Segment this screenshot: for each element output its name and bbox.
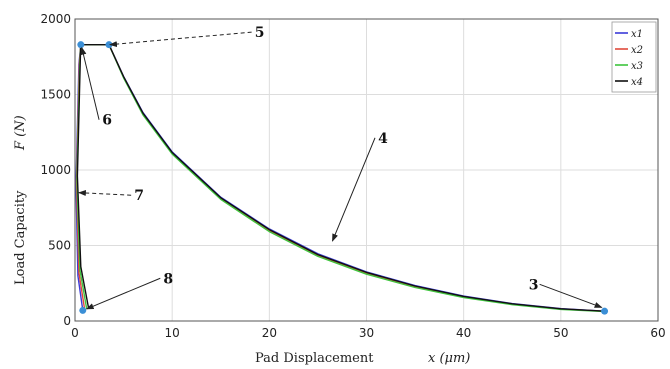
annotation-label-3: 3 bbox=[529, 277, 539, 293]
y-axis-variable: F (N) bbox=[13, 115, 28, 151]
x-tick-label: 20 bbox=[262, 326, 277, 340]
annotation-arrow-3 bbox=[539, 283, 603, 308]
marker-point bbox=[79, 306, 87, 314]
y-tick-label: 500 bbox=[48, 239, 71, 253]
x-tick-label: 30 bbox=[359, 326, 374, 340]
axes: 0 10 20 30 40 50 60 0 500 1000 1500 2000 bbox=[40, 12, 665, 340]
x-tick-label: 40 bbox=[456, 326, 471, 340]
annotations: 5 6 7 8 4 3 bbox=[77, 25, 603, 310]
annotation-label-7: 7 bbox=[134, 188, 144, 204]
x-axis-label: Pad Displacement bbox=[255, 351, 374, 366]
legend-label-x1: x1 bbox=[631, 29, 643, 40]
marker-points bbox=[77, 41, 609, 315]
x-axis-variable: x (μm) bbox=[428, 351, 470, 366]
series-lines bbox=[75, 44, 605, 313]
legend-label-x4: x4 bbox=[631, 77, 643, 88]
annotation-arrow-4 bbox=[332, 137, 376, 242]
legend: x1 x2 x3 x4 bbox=[611, 21, 657, 93]
x-tick-label: 50 bbox=[553, 326, 568, 340]
annotation-label-4: 4 bbox=[378, 131, 388, 147]
x-tick-label: 10 bbox=[165, 326, 180, 340]
annotation-arrow-6 bbox=[80, 46, 100, 120]
annotation-label-5: 5 bbox=[255, 25, 265, 41]
series-line-x1 bbox=[75, 44, 605, 312]
legend-label-x3: x3 bbox=[631, 61, 643, 72]
y-tick-label: 0 bbox=[63, 314, 71, 328]
series-line-x3 bbox=[76, 44, 605, 313]
annotation-arrow-8 bbox=[85, 277, 161, 310]
annotation-arrow-7 bbox=[77, 189, 132, 196]
marker-point bbox=[601, 307, 609, 315]
annotation-arrow-5 bbox=[108, 31, 252, 48]
x-tick-label: 60 bbox=[650, 326, 665, 340]
y-tick-label: 1000 bbox=[40, 163, 71, 177]
y-axis-label: Load Capacity bbox=[13, 190, 28, 285]
x-tick-label: 0 bbox=[71, 326, 79, 340]
y-tick-label: 1500 bbox=[40, 88, 71, 102]
annotation-label-6: 6 bbox=[102, 113, 112, 129]
annotation-label-8: 8 bbox=[163, 271, 173, 287]
series-line-x4 bbox=[76, 44, 605, 312]
plot-frame bbox=[74, 18, 659, 322]
marker-point bbox=[77, 41, 85, 49]
legend-label-x2: x2 bbox=[631, 45, 643, 56]
series-line-x2 bbox=[75, 44, 605, 312]
y-tick-label: 2000 bbox=[40, 12, 71, 26]
